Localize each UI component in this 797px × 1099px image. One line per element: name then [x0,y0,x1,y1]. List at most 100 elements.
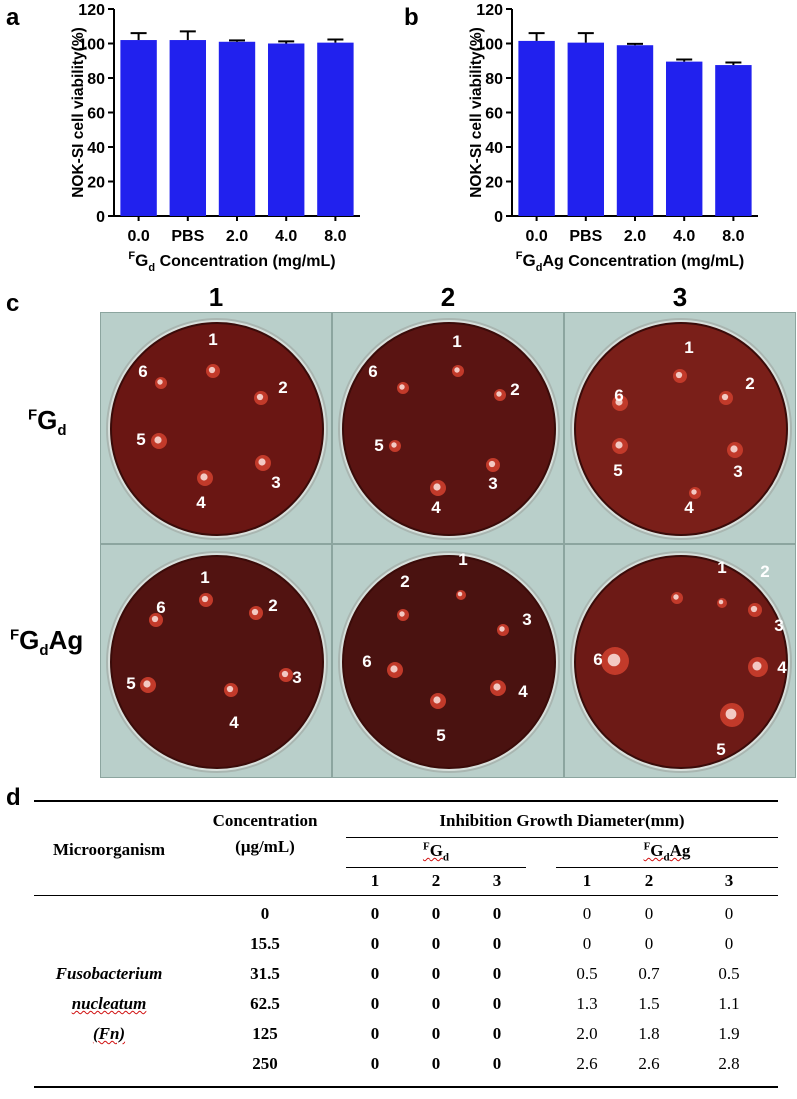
well-label: 4 [518,682,528,701]
well-center [281,670,289,678]
value-cell: 0 [644,904,654,923]
well-center [499,626,505,632]
value-cell: 0 [431,964,441,983]
well-center [691,489,697,495]
well-center [154,436,162,444]
concentration-cell: 31.5 [250,964,280,983]
well-center [256,393,264,401]
value-cell: 2.8 [718,1054,740,1073]
well-center [607,653,621,667]
concentration-cell: 15.5 [250,934,280,953]
value-cell: 0 [370,904,380,923]
bar [267,43,305,216]
x-tick-label: PBS [171,228,204,245]
plate-fgd-1: 1 2 3 4 5 6 [100,312,332,544]
value-cell: 2.0 [576,1024,598,1043]
header-concentration-unit: (μg/mL) [235,837,295,856]
well-center [721,393,729,401]
well-center [208,366,216,374]
well-label: 1 [458,550,467,569]
well-center [399,611,405,617]
bar [218,41,256,217]
well-label: 3 [774,616,783,635]
y-tick-label: 80 [87,71,105,88]
well-label: 3 [271,473,280,492]
value-cell: 0 [431,1054,441,1073]
subcol-4: 1 [582,871,592,890]
well-label: 6 [362,652,371,671]
well-center [615,441,623,449]
y-tick-label: 60 [87,106,105,123]
well-label: 2 [745,374,754,393]
well-center [200,473,208,481]
well-label: 2 [278,378,287,397]
concentration-cell: 0 [260,904,270,923]
well-label: 4 [684,498,694,517]
subcol-5: 2 [644,871,654,890]
y-tick-label: 0 [96,209,105,226]
well-center [433,483,441,491]
bar [120,40,157,216]
y-tick-label: 40 [485,140,503,157]
well-label: 5 [613,461,622,480]
inhibition-table: Microorganism Concentration Inhibition G… [34,800,778,1088]
well-label: 1 [717,558,726,577]
plate-column-1: 1 [208,282,224,312]
agar [574,322,788,536]
well-center [673,594,679,600]
x-tick-label: 2.0 [226,228,248,245]
well-label: 3 [488,474,497,493]
value-cell: 0 [492,904,502,923]
well-center [226,685,234,693]
panel-letter-b: b [404,4,419,31]
plate-column-3: 3 [672,282,688,312]
value-cell: 1.5 [638,994,660,1013]
well-center [457,591,463,597]
well-center [718,599,724,605]
well-label: 1 [684,338,693,357]
plate-fgdag-3: 1 2 3 4 5 6 [564,544,796,778]
well-center [258,458,266,466]
plate-fgdag-2: 1 2 3 4 5 6 [332,544,564,778]
concentration-cell: 62.5 [250,994,280,1013]
x-tick-label: 0.0 [525,228,547,245]
bar [616,45,654,216]
value-cell: 0 [370,1054,380,1073]
value-cell: 0.5 [576,964,598,983]
y-axis-label: NOK-SI cell viability(%) [468,27,485,198]
value-cell: 1.1 [718,994,740,1013]
subcol-1: 1 [370,871,380,890]
well-center [201,595,209,603]
well-center [157,379,163,385]
bar [567,42,605,217]
value-cell: 0 [492,934,502,953]
value-cell: 0 [582,934,592,953]
well-center [143,680,151,688]
subcol-6: 3 [724,871,734,890]
well-label: 3 [292,668,301,687]
well-label: 4 [777,658,787,677]
plate-fgd-3: 1 2 3 4 5 6 [564,312,796,544]
subcol-2: 2 [431,871,441,890]
value-cell: 1.9 [718,1024,740,1043]
value-cell: 0 [724,934,734,953]
well-label: 3 [522,610,531,629]
y-tick-label: 0 [494,209,503,226]
well-label: 6 [368,362,377,381]
plate-row-label-fgdag: FGdAg [10,625,84,660]
well-center [390,665,398,673]
y-tick-label: 40 [87,140,105,157]
well-center [151,615,159,623]
well-center [399,384,405,390]
organism-name-3: (Fn) [92,1024,126,1043]
x-tick-label: 4.0 [275,228,297,245]
agar [110,322,324,536]
well-label: 6 [156,598,165,617]
bar [665,61,703,216]
table-row: Fusobacterium 31.5 0 0 0 0.5 0.7 0.5 [34,959,778,989]
x-axis-label: FGd Concentration (mg/mL) [128,250,335,274]
well-center [488,460,496,468]
well-label: 6 [593,650,602,669]
well-label: 5 [136,430,145,449]
table-row: nucleatum 62.5 0 0 0 1.3 1.5 1.1 [34,989,778,1019]
